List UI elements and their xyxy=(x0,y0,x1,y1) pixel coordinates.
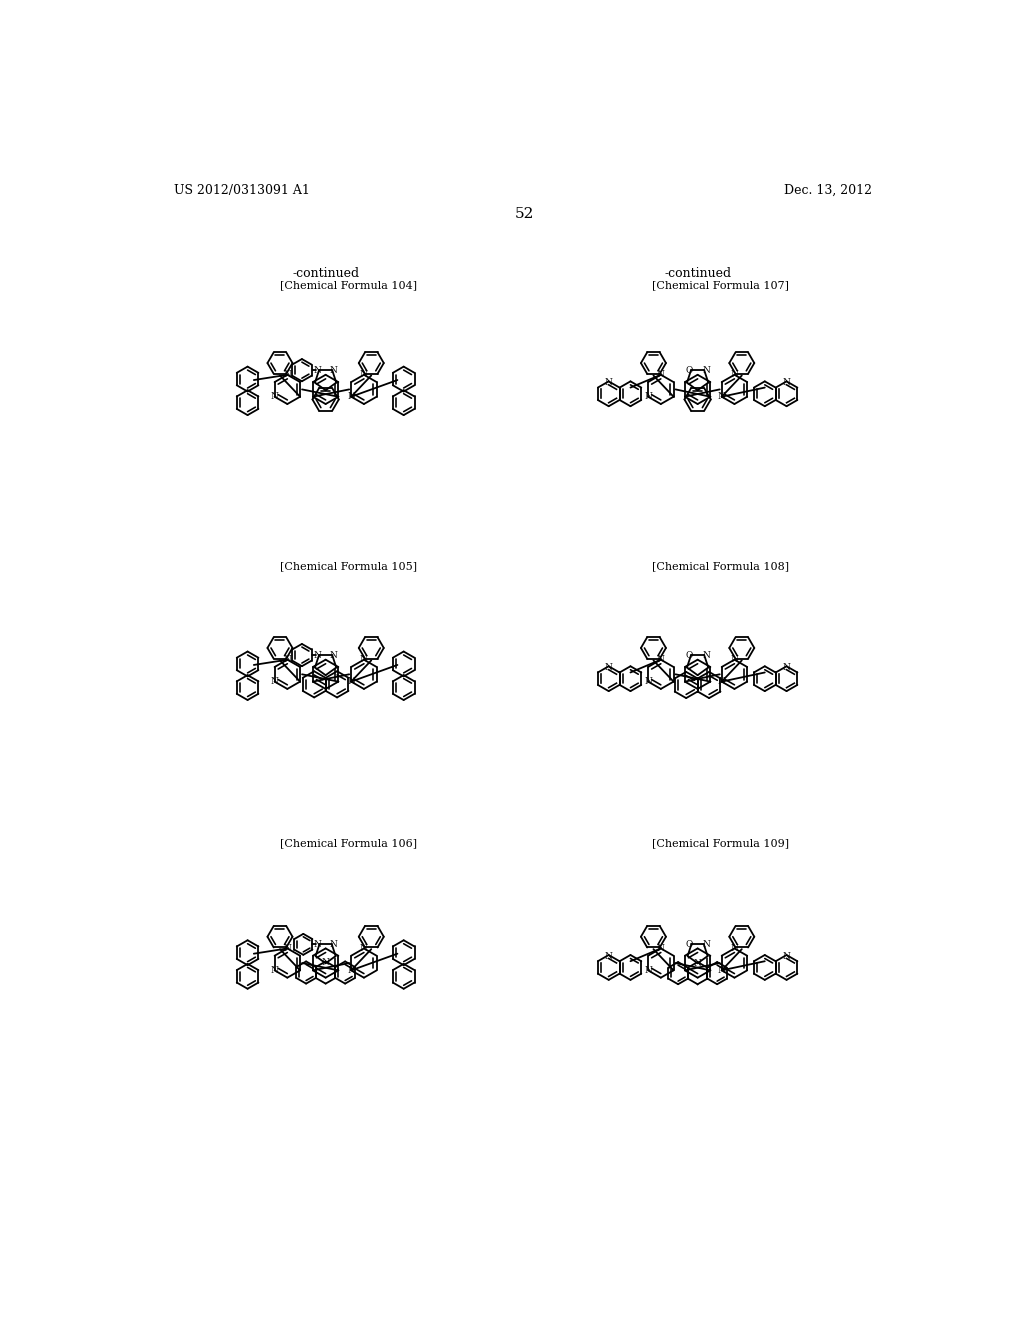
Text: [Chemical Formula 104]: [Chemical Formula 104] xyxy=(281,280,418,290)
Text: N: N xyxy=(313,651,322,660)
Text: N: N xyxy=(330,366,338,375)
Text: [Chemical Formula 108]: [Chemical Formula 108] xyxy=(652,561,790,572)
Text: N: N xyxy=(360,655,368,664)
Text: -continued: -continued xyxy=(292,268,359,280)
Text: N: N xyxy=(330,940,337,949)
Text: N: N xyxy=(605,379,612,387)
Text: [Chemical Formula 105]: [Chemical Formula 105] xyxy=(281,561,418,572)
Text: [Chemical Formula 107]: [Chemical Formula 107] xyxy=(652,280,790,290)
Text: N: N xyxy=(656,655,665,664)
Text: N: N xyxy=(313,366,322,375)
Text: [Chemical Formula 109]: [Chemical Formula 109] xyxy=(652,838,790,849)
Text: 52: 52 xyxy=(515,207,535,220)
Text: N: N xyxy=(284,944,291,953)
Text: N: N xyxy=(347,392,355,401)
Text: N: N xyxy=(270,392,279,401)
Text: N: N xyxy=(782,663,791,672)
Text: N: N xyxy=(347,677,355,686)
Text: N: N xyxy=(656,944,665,953)
Text: N: N xyxy=(284,655,291,664)
Text: N: N xyxy=(718,966,726,975)
Text: N: N xyxy=(702,366,711,375)
Text: N: N xyxy=(644,677,652,686)
Text: O: O xyxy=(685,651,692,660)
Text: N: N xyxy=(718,677,726,686)
Text: N: N xyxy=(360,371,368,379)
Text: N: N xyxy=(644,966,652,975)
Text: N: N xyxy=(730,371,738,379)
Text: US 2012/0313091 A1: US 2012/0313091 A1 xyxy=(174,185,310,197)
Text: N: N xyxy=(702,651,711,660)
Text: N: N xyxy=(360,944,368,953)
Text: N: N xyxy=(284,371,291,379)
Text: N: N xyxy=(270,966,279,975)
Text: N: N xyxy=(644,392,652,401)
Text: Dec. 13, 2012: Dec. 13, 2012 xyxy=(784,185,872,197)
Text: N: N xyxy=(314,940,322,949)
Text: N: N xyxy=(605,952,612,961)
Text: N: N xyxy=(782,952,791,961)
Text: N: N xyxy=(702,940,710,949)
Text: N: N xyxy=(718,392,726,401)
Text: O: O xyxy=(685,366,692,375)
Text: N: N xyxy=(322,958,330,968)
Text: N: N xyxy=(782,379,791,387)
Text: N: N xyxy=(347,966,355,975)
Text: N: N xyxy=(656,371,665,379)
Text: N: N xyxy=(270,677,279,686)
Text: N: N xyxy=(730,655,738,664)
Text: O: O xyxy=(685,940,693,949)
Text: -continued: -continued xyxy=(664,268,731,280)
Text: N: N xyxy=(730,944,738,953)
Text: N: N xyxy=(330,651,338,660)
Text: [Chemical Formula 106]: [Chemical Formula 106] xyxy=(281,838,418,849)
Text: N: N xyxy=(605,663,612,672)
Text: N: N xyxy=(693,960,701,968)
